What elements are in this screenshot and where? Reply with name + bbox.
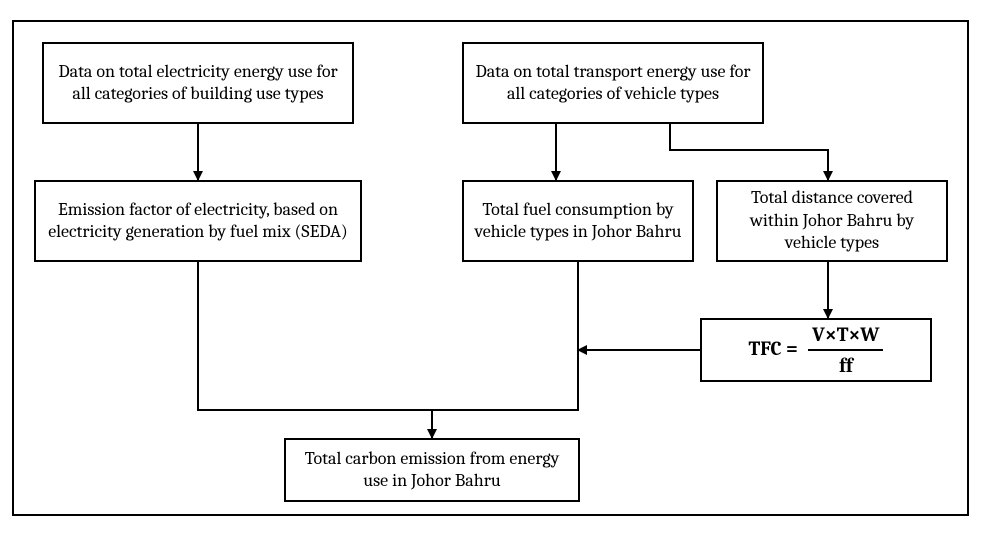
node-label: Emission factor of electricity, based on… [46, 199, 350, 244]
formula: TFC = V×T×W ff [749, 322, 884, 378]
equals-sign: = [786, 337, 802, 360]
node-label: Data on total transport energy use for a… [474, 61, 752, 106]
node-transport-data: Data on total transport energy use for a… [462, 42, 764, 124]
fraction: V×T×W ff [808, 322, 883, 378]
node-electricity-data: Data on total electricity energy use for… [42, 42, 354, 124]
formula-lhs: TFC [749, 337, 782, 360]
node-label: Total distance covered within Johor Bahr… [728, 187, 936, 255]
flowchart-canvas: Data on total electricity energy use for… [0, 0, 981, 536]
node-label: Data on total electricity energy use for… [54, 61, 342, 106]
denominator: ff [808, 351, 883, 378]
node-label: Total carbon emission from energy use in… [296, 448, 568, 493]
node-distance-covered: Total distance covered within Johor Bahr… [716, 180, 948, 262]
node-emission-factor: Emission factor of electricity, based on… [34, 180, 362, 262]
node-label: Total fuel consumption by vehicle types … [474, 199, 682, 244]
node-fuel-consumption: Total fuel consumption by vehicle types … [462, 180, 694, 262]
node-tfc-formula: TFC = V×T×W ff [700, 318, 932, 382]
numerator: V×T×W [808, 322, 883, 351]
node-total-carbon: Total carbon emission from energy use in… [284, 438, 580, 502]
